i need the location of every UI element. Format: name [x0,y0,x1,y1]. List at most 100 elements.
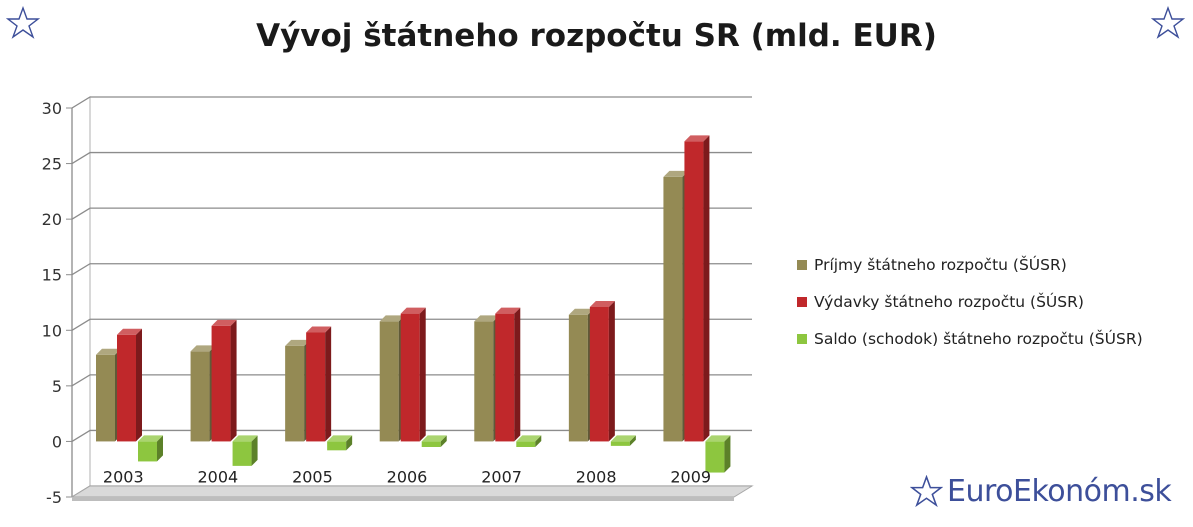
x-tick-label: 2005 [292,467,333,486]
x-tick-label: 2007 [481,467,522,486]
bar-front [495,313,515,442]
bar-front [400,313,420,442]
legend-item-balance: Saldo (schodok) štátneho rozpočtu (ŠÚSR) [797,320,1143,357]
bar-top [610,435,636,442]
legend-swatch-expenditure [797,296,807,307]
bar [421,435,447,447]
bar-front [285,345,305,442]
y-tick-label: 10 [42,321,62,340]
legend-swatch-balance [797,333,807,344]
bar-top [190,345,216,352]
bar-top [474,315,500,322]
bar-side [346,435,353,451]
bar-top [589,300,615,307]
bar-front [327,441,347,451]
y-tick-label: 20 [42,210,62,229]
y-tick-label: -5 [46,488,62,507]
bar-side [629,435,636,446]
bar-top [663,170,689,177]
gridline [71,318,752,331]
bar-front [379,321,399,442]
bar-top [421,435,447,442]
bar-top [705,435,731,442]
bar-top [138,435,163,442]
bar-front [190,351,210,442]
y-tick-label: 25 [42,155,62,174]
bar-side [535,435,542,447]
bar-front [684,141,704,442]
bar-side [419,307,426,442]
bar [117,328,142,442]
legend-swatch-income [797,259,807,270]
bar-chart: -5 0 5 10 15 20 25 30 2003 2004 2005 2006 2007 2008 20… [42,96,754,507]
bar-top [379,315,405,322]
x-tick-label: 2004 [197,467,238,486]
bar-front [138,441,157,462]
bar [684,135,710,442]
bar-front [421,441,441,447]
chart-floor [70,485,754,498]
bar-side [514,307,521,442]
gridline [71,429,752,442]
bar-top [117,328,142,335]
star-outline-icon [1151,6,1185,39]
bar [138,435,163,462]
star-outline-icon [6,6,40,39]
brand-logo: EuroEkonóm.sk [910,474,1172,509]
legend-label-expenditure: Výdavky štátneho rozpočtu (ŠÚSR) [814,292,1084,311]
bar [589,300,615,442]
bar-top [232,435,258,442]
bar-front [663,176,683,442]
bar-top [327,435,353,442]
bar-front [96,354,115,442]
star-outline-icon [910,475,943,508]
y-tick-label: 15 [42,266,62,285]
bar-side [157,435,163,462]
bar-side [724,435,731,473]
bar-front [306,332,326,442]
gridline [71,151,752,165]
legend-label-balance: Saldo (schodok) štátneho rozpočtu (ŠÚSR) [814,329,1143,348]
gridline [71,96,752,109]
bar-side [251,435,258,466]
bar [327,435,353,451]
bar-front [589,306,609,442]
gridline [71,263,752,276]
y-tick-label: 0 [52,432,62,451]
bar-top [568,308,594,315]
bar-top [400,307,426,314]
bar [306,326,332,442]
bar-top [516,435,542,442]
chart-title: Vývoj štátneho rozpočtu SR (mld. EUR) [256,18,937,54]
bar-front [211,325,231,442]
legend-item-income: Príjmy štátneho rozpočtu (ŠÚSR) [797,246,1143,283]
x-tick-label: 2008 [576,467,617,486]
bar-side [325,326,332,442]
bar [232,435,258,466]
bar-top [306,326,332,333]
bar-top [684,135,710,142]
x-tick-label: 2006 [387,467,428,486]
brand-text: EuroEkonóm.sk [947,474,1172,509]
bar-side [136,328,142,442]
x-tick-label: 2009 [670,467,711,486]
gridline [71,207,752,220]
bar-front [705,441,725,473]
bar [516,435,542,447]
y-tick-label: 30 [42,99,62,118]
bar-side [230,319,237,442]
bar-top [211,319,237,326]
legend-item-expenditure: Výdavky štátneho rozpočtu (ŠÚSR) [797,283,1143,320]
side-wall [71,96,91,498]
bar-front [474,321,494,442]
bar-top [285,339,311,346]
gridline [71,374,752,387]
bar-front [568,314,588,442]
bar [211,319,237,442]
bar-front [117,334,136,442]
bar-front [516,441,536,447]
chart-legend: Príjmy štátneho rozpočtu (ŠÚSR) Výdavky … [797,246,1143,357]
y-tick-label: 5 [52,377,62,396]
bar [400,307,426,442]
chart-floor-edge [72,497,734,501]
